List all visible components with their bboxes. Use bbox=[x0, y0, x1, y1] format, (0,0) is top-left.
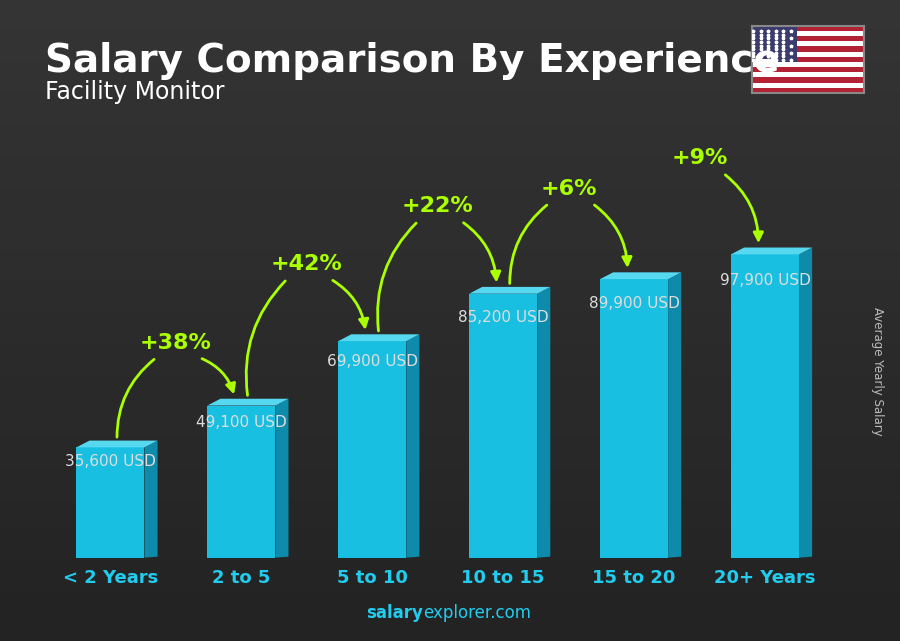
Bar bbox=[752, 78, 864, 83]
Polygon shape bbox=[275, 399, 289, 558]
Text: +42%: +42% bbox=[271, 254, 343, 274]
Text: +9%: +9% bbox=[671, 149, 728, 169]
Bar bbox=[752, 56, 864, 62]
Text: salary: salary bbox=[366, 604, 423, 622]
Polygon shape bbox=[76, 440, 158, 447]
Text: 69,900 USD: 69,900 USD bbox=[327, 354, 418, 369]
Text: 97,900 USD: 97,900 USD bbox=[720, 272, 810, 288]
Polygon shape bbox=[537, 287, 550, 558]
Polygon shape bbox=[600, 279, 668, 558]
Polygon shape bbox=[145, 440, 158, 558]
Polygon shape bbox=[207, 399, 289, 406]
Text: 85,200 USD: 85,200 USD bbox=[458, 310, 548, 324]
Bar bbox=[752, 51, 864, 56]
Text: +22%: +22% bbox=[402, 197, 473, 217]
Bar bbox=[752, 26, 864, 31]
Text: 49,100 USD: 49,100 USD bbox=[196, 415, 287, 429]
Polygon shape bbox=[338, 341, 406, 558]
Text: +38%: +38% bbox=[140, 333, 212, 353]
Polygon shape bbox=[469, 294, 537, 558]
Text: +6%: +6% bbox=[540, 179, 597, 199]
Polygon shape bbox=[338, 335, 419, 341]
Polygon shape bbox=[76, 447, 145, 558]
Text: explorer.com: explorer.com bbox=[423, 604, 531, 622]
Polygon shape bbox=[731, 247, 812, 254]
Polygon shape bbox=[207, 406, 275, 558]
Bar bbox=[752, 83, 864, 88]
Text: 89,900 USD: 89,900 USD bbox=[589, 296, 680, 311]
Bar bbox=[752, 41, 864, 46]
Text: Salary Comparison By Experience: Salary Comparison By Experience bbox=[45, 42, 779, 79]
Polygon shape bbox=[469, 287, 550, 294]
Bar bbox=[752, 36, 864, 41]
Polygon shape bbox=[600, 272, 681, 279]
Bar bbox=[752, 46, 864, 51]
Text: Average Yearly Salary: Average Yearly Salary bbox=[871, 308, 884, 436]
Bar bbox=[752, 67, 864, 72]
Polygon shape bbox=[406, 335, 419, 558]
Text: Facility Monitor: Facility Monitor bbox=[45, 80, 224, 104]
Polygon shape bbox=[799, 247, 812, 558]
Bar bbox=[752, 72, 864, 78]
Bar bbox=[752, 31, 864, 36]
Text: 35,600 USD: 35,600 USD bbox=[65, 454, 156, 469]
Polygon shape bbox=[731, 254, 799, 558]
Bar bbox=[752, 62, 864, 67]
Bar bbox=[752, 26, 796, 62]
Polygon shape bbox=[668, 272, 681, 558]
Bar bbox=[752, 88, 864, 93]
